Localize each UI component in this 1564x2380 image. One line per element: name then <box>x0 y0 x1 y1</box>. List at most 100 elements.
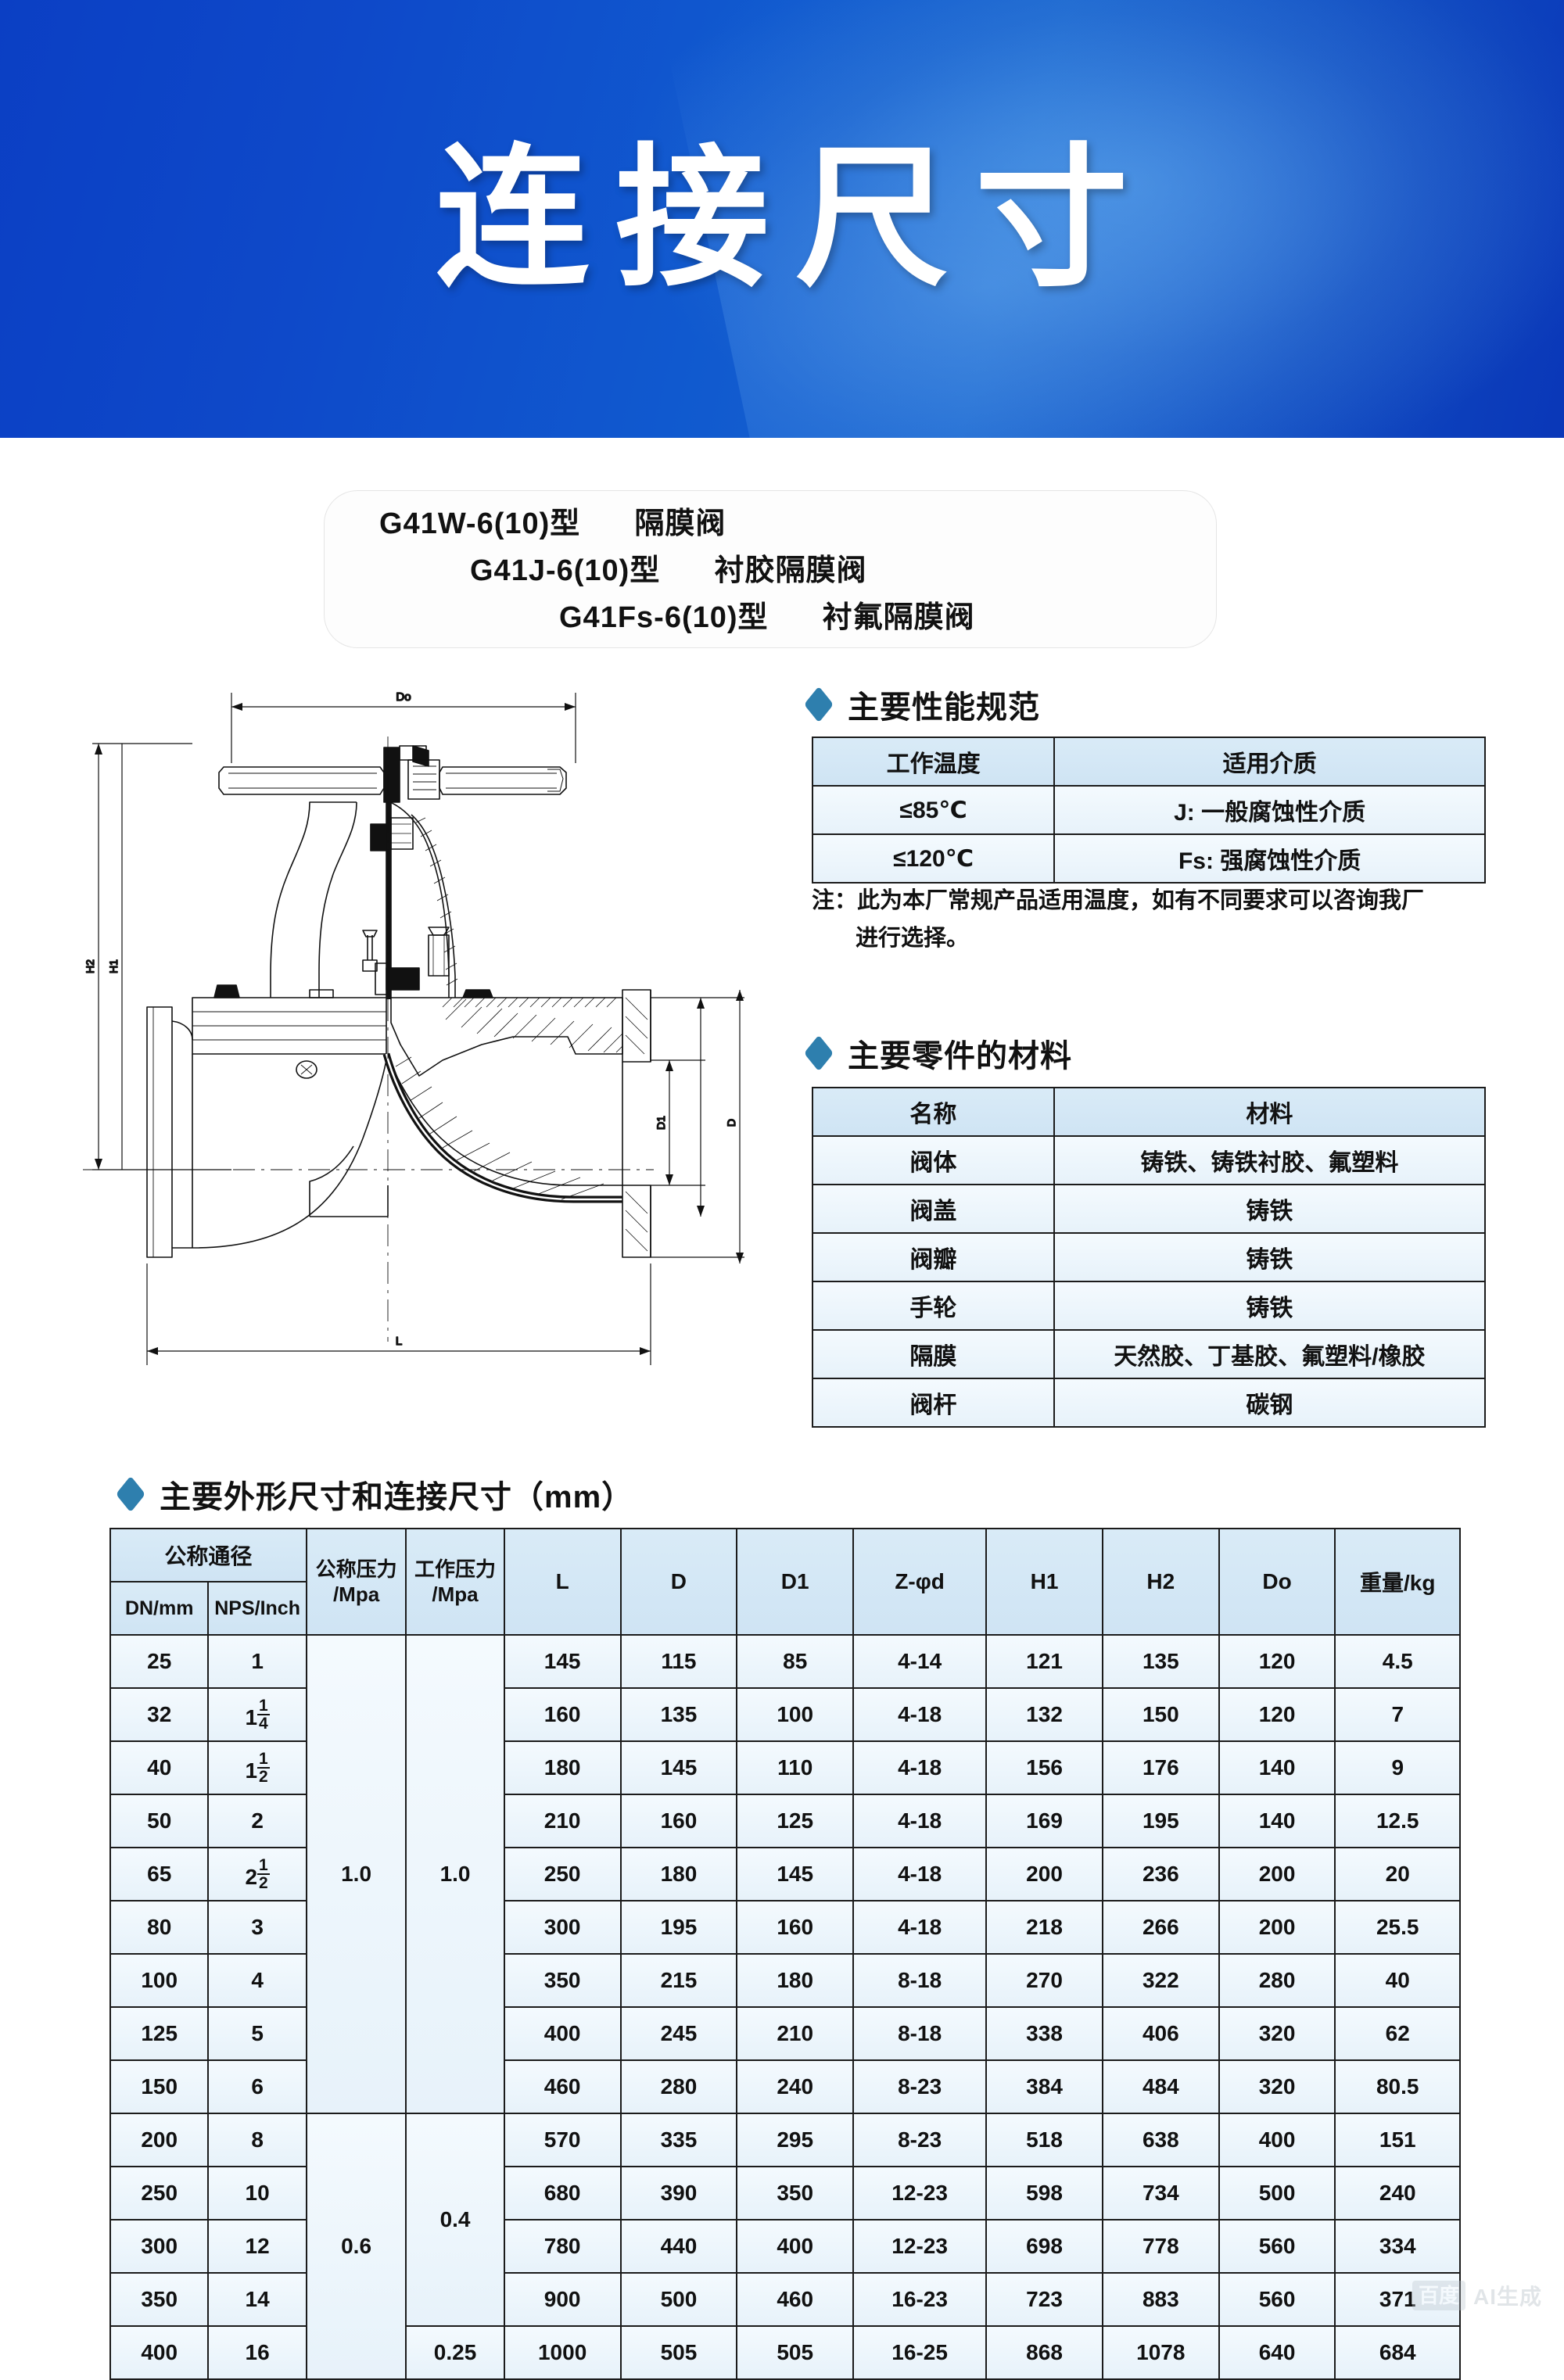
cell-L: 250 <box>503 1847 622 1901</box>
section-heading-performance: 主要性能规范 <box>804 682 1040 727</box>
table-row: 200 8 0.6 0.4 570 335 295 8-23 518 638 400 151 <box>109 2113 1461 2380</box>
cell-H2: 322 <box>1101 1953 1220 2008</box>
cell-H1: 200 <box>985 1847 1103 1901</box>
diamond-bullet-icon <box>804 686 834 723</box>
cell-D: 145 <box>619 1740 738 1795</box>
cell-nps: 12 <box>207 2219 307 2274</box>
model-1-code: G41W-6(10)型 <box>379 507 581 540</box>
cell-Zd: 4-18 <box>852 1900 988 1955</box>
model-2-name: 衬胶隔膜阀 <box>714 554 867 587</box>
cell-D1: 400 <box>736 2219 855 2274</box>
table-row: 80 3 300 195 160 4-18 218 266 200 25.5 <box>109 1900 1461 1955</box>
cell-Do: 280 <box>1218 1953 1336 2008</box>
dim-col-L: L <box>503 1528 622 1636</box>
cell-H1: 384 <box>985 2059 1103 2114</box>
dimension-l <box>146 1263 651 1365</box>
cell-D: 245 <box>619 2006 738 2061</box>
watermark-text: AI生成 <box>1473 2285 1543 2309</box>
cell-L: 145 <box>503 1634 622 1689</box>
cell-dn: 40 <box>109 1740 210 1795</box>
cell-D1: 505 <box>736 2325 855 2380</box>
cell-L: 350 <box>503 1953 622 2008</box>
cell-H1: 598 <box>985 2166 1103 2220</box>
inlet-flange <box>146 1006 193 1258</box>
dimensions-table: 公称通径 公称压力/Mpa 工作压力/Mpa L D D1 Z-φd H1 H2… <box>109 1528 1461 2380</box>
table-row: 40 1 1 2 180 145 110 4-18 156 176 140 9 <box>109 1740 1461 1795</box>
note-line-1: 注：此为本厂常规产品适用温度，如有不同要求可以咨询我厂 <box>812 888 1425 913</box>
model-line-2: G41J-6(10)型 衬胶隔膜阀 <box>325 547 1216 594</box>
mat-value-6: 碳钢 <box>1053 1378 1487 1428</box>
dimensions-heading-text: 主要外形尺寸和连接尺寸（mm） <box>160 1480 634 1514</box>
cell-weight: 20 <box>1334 1847 1461 1901</box>
cell-Zd: 4-18 <box>852 1740 988 1795</box>
cell-Do: 200 <box>1218 1900 1336 1955</box>
cell-H1: 518 <box>985 2113 1103 2167</box>
cell-Zd: 12-23 <box>852 2219 988 2274</box>
cell-D1: 160 <box>736 1900 855 1955</box>
perf-medium-1: J: 一般腐蚀性介质 <box>1053 785 1486 835</box>
cell-L: 210 <box>503 1794 622 1848</box>
mat-value-5: 天然胶、丁基胶、氟塑料/橡胶 <box>1053 1329 1487 1379</box>
cell-Zd: 16-23 <box>852 2272 988 2327</box>
mat-value-3: 铸铁 <box>1053 1232 1487 1282</box>
cell-nps: 8 <box>207 2113 307 2167</box>
perf-col-temperature: 工作温度 <box>811 737 1056 787</box>
dim-col-Zd: Z-φd <box>852 1528 988 1636</box>
materials-heading-text: 主要零件的材料 <box>848 1039 1072 1074</box>
cell-D: 135 <box>619 1687 738 1742</box>
cell-nominal-pressure: 0.6 <box>305 2113 407 2380</box>
dim-col-nps: NPS/Inch <box>207 1581 307 1636</box>
note-line-2: 进行选择。 <box>856 926 970 951</box>
mat-name-2: 阀盖 <box>812 1184 1055 1234</box>
cell-D1: 295 <box>736 2113 855 2167</box>
section-heading-materials: 主要零件的材料 <box>804 1030 1072 1076</box>
cell-D1: 460 <box>736 2272 855 2327</box>
cell-H1: 698 <box>985 2219 1103 2274</box>
performance-table: 工作温度 适用介质 ≤85℃ J: 一般腐蚀性介质 ≤120℃ Fs: 强腐蚀性… <box>811 737 1486 884</box>
cell-dn: 50 <box>109 1794 210 1848</box>
cell-weight: 151 <box>1334 2113 1461 2167</box>
cell-H1: 156 <box>985 1740 1103 1795</box>
cell-nps: 16 <box>207 2325 307 2380</box>
table-row: ≤120℃ Fs: 强腐蚀性介质 <box>811 833 1486 884</box>
cell-Do: 320 <box>1218 2059 1336 2114</box>
cell-nps: 5 <box>207 2006 307 2061</box>
cell-Do: 140 <box>1218 1794 1336 1848</box>
cell-D1: 180 <box>736 1953 855 2008</box>
cell-L: 680 <box>503 2166 622 2220</box>
cell-Zd: 4-14 <box>852 1634 988 1689</box>
cell-Zd: 8-23 <box>852 2059 988 2114</box>
perf-temp-1: ≤85℃ <box>811 785 1056 835</box>
dim-label-h2: H2 <box>84 959 96 973</box>
dimension-d <box>651 990 744 1263</box>
mat-value-1: 铸铁、铸铁衬胶、氟塑料 <box>1053 1135 1487 1185</box>
cell-Do: 400 <box>1218 2113 1336 2167</box>
cell-dn: 65 <box>109 1847 210 1901</box>
table-row: 阀瓣 铸铁 <box>812 1232 1487 1282</box>
dim-label-l: L <box>396 1335 402 1348</box>
cell-D: 280 <box>619 2059 738 2114</box>
page-banner: 连接尺寸 <box>0 0 1564 438</box>
cell-D: 500 <box>619 2272 738 2327</box>
table-row: 阀杆 碳钢 <box>812 1378 1487 1428</box>
cell-Do: 500 <box>1218 2166 1336 2220</box>
cell-nps: 6 <box>207 2059 307 2114</box>
dim-label-d: D <box>725 1119 737 1127</box>
cell-weight: 4.5 <box>1334 1634 1461 1689</box>
cell-nominal-pressure: 1.0 <box>305 1634 407 2114</box>
cell-D1: 85 <box>736 1634 855 1689</box>
cell-D: 505 <box>619 2325 738 2380</box>
cell-H1: 723 <box>985 2272 1103 2327</box>
cell-H2: 236 <box>1101 1847 1220 1901</box>
outlet-body <box>390 989 651 1258</box>
table-row: 125 5 400 245 210 8-18 338 406 320 62 <box>109 2006 1461 2061</box>
cell-nps: 14 <box>207 2272 307 2327</box>
mat-name-5: 隔膜 <box>812 1329 1055 1379</box>
cell-weight: 62 <box>1334 2006 1461 2061</box>
mat-name-4: 手轮 <box>812 1281 1055 1331</box>
cell-L: 780 <box>503 2219 622 2274</box>
table-row: 250 10 680 390 350 12-23 598 734 500 240 <box>109 2166 1461 2220</box>
dim-label-do: Do <box>396 690 411 704</box>
